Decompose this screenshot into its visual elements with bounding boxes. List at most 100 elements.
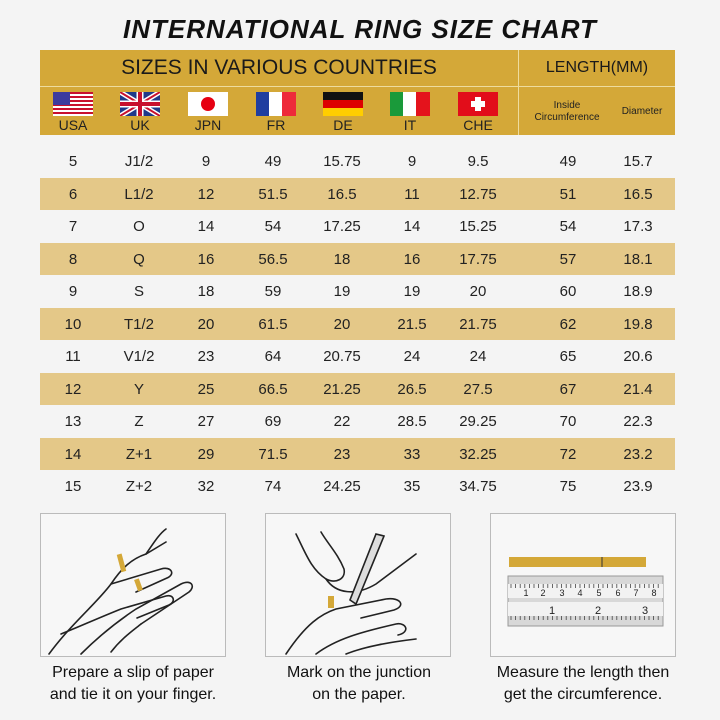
cell-uk: Q	[133, 250, 145, 268]
cell-it: 24	[403, 348, 421, 365]
cell-de: 24.25	[323, 478, 361, 495]
cell-fr: 56.5	[258, 250, 288, 268]
caption-line: and tie it on your finger.	[49, 686, 217, 703]
france-flag-icon	[256, 92, 296, 116]
country-label: DE	[333, 117, 353, 133]
table-row: 11 V1/2 23 64 20.75 24 24 65 20.6	[40, 340, 675, 373]
hand-paper-icon	[48, 528, 193, 655]
cell-diameter: 18.1	[623, 250, 653, 268]
cell-jpn: 9	[201, 153, 211, 170]
table-row: 14 Z+1 29 71.5 23 33 32.25 72 23.2	[40, 437, 675, 470]
cell-usa: 11	[65, 348, 81, 365]
cell-diameter: 16.5	[623, 185, 653, 203]
country-label: CHE	[463, 117, 493, 133]
cell-uk: Z+1	[125, 445, 153, 463]
cell-jpn: 23	[197, 348, 215, 365]
page-title: INTERNATIONAL RING SIZE CHART	[123, 14, 597, 44]
cell-de: 23	[333, 445, 351, 463]
caption-line: Prepare a slip of paper	[52, 664, 214, 681]
cell-inside-circumference: 51	[559, 185, 577, 203]
cell-jpn: 32	[197, 478, 215, 495]
japan-flag-icon	[188, 92, 228, 116]
cell-diameter: 23.2	[623, 445, 653, 463]
cell-it: 16	[403, 250, 421, 268]
cell-de: 20	[333, 315, 351, 333]
cell-jpn: 29	[197, 445, 215, 463]
table-row: 15 Z+2 32 74 24.25 35 34.75 75 23.9	[40, 470, 675, 503]
cell-de: 16.5	[327, 185, 357, 203]
cell-de: 20.75	[323, 348, 361, 365]
cell-jpn: 25	[197, 380, 215, 398]
cell-fr: 59	[264, 283, 282, 300]
cell-jpn: 20	[197, 315, 215, 333]
ruler-inch-mark: 1	[523, 588, 528, 598]
cell-che: 20	[469, 283, 487, 300]
cell-jpn: 18	[197, 283, 215, 300]
cell-inside-circumference: 57	[559, 250, 577, 268]
cell-usa: 15	[64, 478, 82, 495]
table-row: 12 Y 25 66.5 21.25 26.5 27.5 67 21.4	[40, 372, 675, 405]
cell-diameter: 15.7	[623, 153, 653, 170]
caption-line: Mark on the junction	[286, 664, 432, 681]
caption-line: on the paper.	[312, 686, 406, 703]
cell-it: 33	[403, 445, 421, 463]
cell-de: 21.25	[323, 380, 361, 398]
cell-usa: 12	[64, 380, 82, 398]
cell-fr: 61.5	[258, 315, 288, 333]
ruler-inch-mark: 3	[559, 588, 564, 598]
sizes-heading: SIZES IN VARIOUS COUNTRIES	[121, 56, 437, 79]
cell-diameter: 18.9	[623, 283, 653, 300]
cell-diameter: 20.6	[623, 348, 653, 365]
country-label: USA	[58, 117, 88, 133]
cell-de: 17.25	[323, 218, 361, 235]
cell-inside-circumference: 70	[559, 413, 577, 430]
diameter-label: Diameter	[621, 106, 663, 117]
country-label: IT	[403, 117, 417, 133]
ruler-inch-mark: 6	[615, 588, 620, 598]
cell-inside-circumference: 49	[559, 153, 577, 170]
cell-it: 19	[403, 283, 421, 300]
cell-uk: L1/2	[124, 185, 154, 203]
cell-fr: 71.5	[258, 445, 288, 463]
divider	[518, 50, 519, 135]
cell-fr: 69	[264, 413, 282, 430]
cell-uk: J1/2	[124, 153, 154, 170]
cell-usa: 10	[64, 315, 82, 333]
cell-diameter: 22.3	[623, 413, 653, 430]
step-3-caption: Measure the length then get the circumfe…	[468, 662, 698, 706]
length-heading: LENGTH(MM)	[545, 59, 649, 76]
cell-uk: Y	[133, 380, 144, 398]
country-label: JPN	[194, 117, 222, 133]
cell-diameter: 21.4	[623, 380, 653, 398]
cell-it: 26.5	[397, 380, 427, 398]
cell-usa: 9	[68, 283, 78, 300]
ruler-icon: 1 2 3 4 5 6 7 8 1 2 3	[507, 557, 664, 627]
step-2-caption: Mark on the junction on the paper.	[244, 662, 474, 706]
cell-inside-circumference: 54	[559, 218, 577, 235]
ruler-inch-mark: 8	[651, 588, 656, 598]
cell-usa: 14	[64, 445, 82, 463]
uk-flag-icon	[120, 92, 160, 116]
cell-che: 34.75	[459, 478, 497, 495]
cell-uk: T1/2	[123, 315, 154, 333]
cell-che: 27.5	[463, 380, 493, 398]
cell-jpn: 14	[197, 218, 215, 235]
step-3-illustration: 1 2 3 4 5 6 7 8 1 2 3	[490, 513, 676, 657]
cell-usa: 13	[64, 413, 82, 430]
cell-inside-circumference: 62	[559, 315, 577, 333]
cell-che: 15.25	[459, 218, 497, 235]
country-label: UK	[130, 117, 150, 133]
ruler-inch-mark: 2	[540, 588, 545, 598]
ruler-inch-mark: 5	[596, 588, 601, 598]
cell-che: 9.5	[467, 153, 489, 170]
country-label: FR	[266, 117, 286, 133]
italy-flag-icon	[390, 92, 430, 116]
cell-fr: 66.5	[258, 380, 288, 398]
us-flag-icon	[53, 92, 93, 116]
cell-fr: 54	[264, 218, 282, 235]
cell-inside-circumference: 67	[559, 380, 577, 398]
table-row: 9 S 18 59 19 19 20 60 18.9	[40, 275, 675, 308]
step-1-caption: Prepare a slip of paper and tie it on yo…	[18, 662, 248, 706]
cell-usa: 7	[68, 218, 78, 235]
cell-uk: Z+2	[125, 478, 153, 495]
